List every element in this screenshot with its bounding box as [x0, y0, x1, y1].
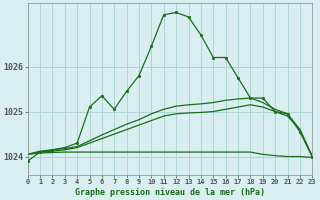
X-axis label: Graphe pression niveau de la mer (hPa): Graphe pression niveau de la mer (hPa): [75, 188, 265, 197]
